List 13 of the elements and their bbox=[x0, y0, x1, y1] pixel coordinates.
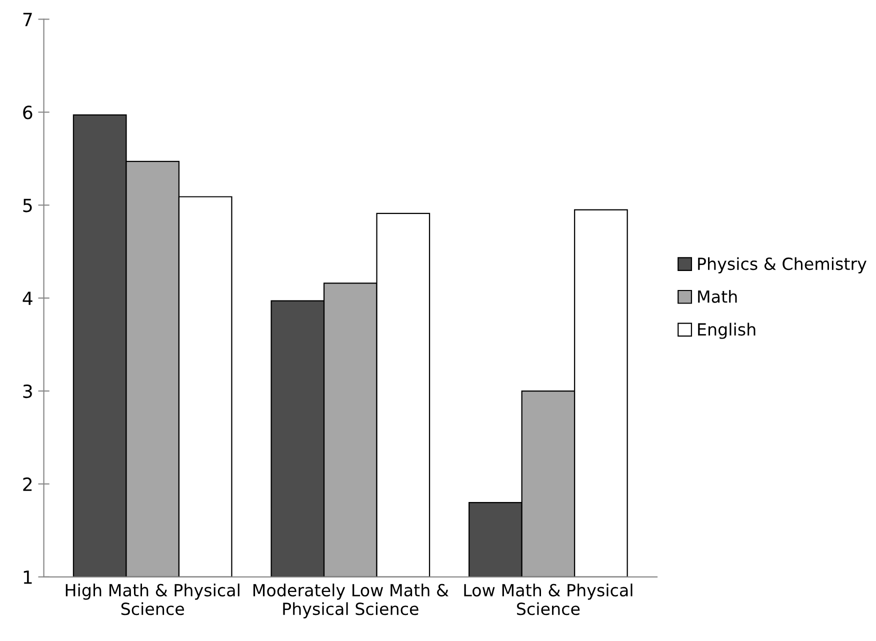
y-tick-label: 3 bbox=[23, 384, 32, 398]
x-tick-label: Moderately Low Math & Physical Science bbox=[253, 584, 448, 618]
y-tick-label: 4 bbox=[22, 292, 32, 305]
x-tick-label: High Math & Physical Science bbox=[66, 584, 240, 616]
y-tick-label: 1 bbox=[24, 570, 32, 584]
legend-label: English bbox=[698, 322, 756, 339]
y-tick-label: 2 bbox=[23, 477, 32, 491]
y-tick-label: 5 bbox=[23, 198, 32, 212]
legend-label: Physics & Chemistry bbox=[698, 257, 866, 274]
legend-label: Math bbox=[698, 290, 737, 303]
x-tick-label: Low Math & Physical Science bbox=[464, 584, 632, 616]
y-tick-label: 6 bbox=[23, 106, 32, 120]
y-tick-label: 7 bbox=[23, 12, 32, 26]
